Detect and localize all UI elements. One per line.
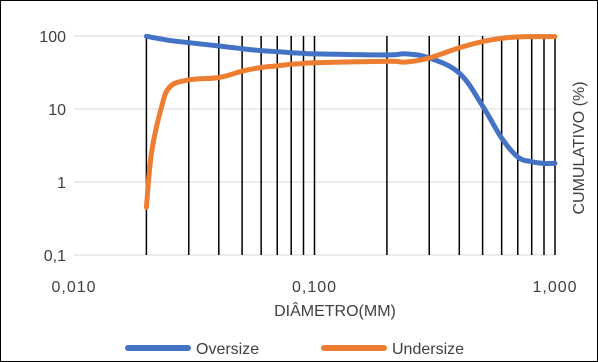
x-axis-title: DIÂMETRO(MM) xyxy=(274,301,396,320)
legend-label-oversize: Oversize xyxy=(196,341,259,358)
series-line-undersize xyxy=(143,34,558,210)
series-lines xyxy=(143,33,558,210)
vertical-gridlines xyxy=(145,36,556,255)
y-axis-tick-labels: 100 10 1 0,1 xyxy=(39,29,66,265)
legend: Oversize Undersize xyxy=(125,341,464,358)
x-axis-tick-labels: 0,010 0,100 1,000 xyxy=(51,279,577,296)
y-tick-label: 1 xyxy=(57,175,66,192)
y-tick-label: 0,1 xyxy=(44,248,66,265)
y-tick-label: 100 xyxy=(39,29,66,46)
series-line-oversize xyxy=(143,33,558,167)
y-axis-title: CUMULATIVO (%) xyxy=(571,81,588,214)
x-tick-label: 0,010 xyxy=(51,279,96,296)
x-tick-label: 0,100 xyxy=(292,279,337,296)
x-tick-label: 1,000 xyxy=(532,279,577,296)
y-tick-label: 10 xyxy=(48,102,66,119)
legend-label-undersize: Undersize xyxy=(392,341,464,358)
